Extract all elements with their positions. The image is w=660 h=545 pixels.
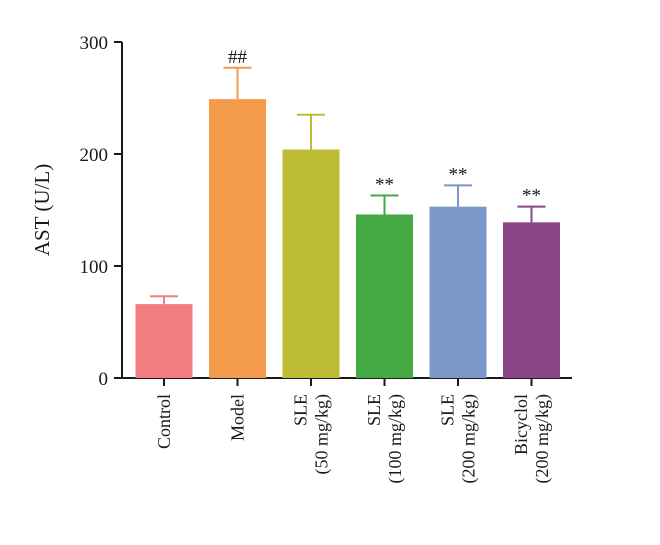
labels: Control##Model SLE (50 mg/kg)**SLE (100 mg/… <box>154 47 553 484</box>
category-label-4: (200 mg/kg) <box>459 394 480 484</box>
category-label-5: (200 mg/kg) <box>532 394 553 484</box>
category-label-0: Control <box>154 394 174 449</box>
error-bars <box>150 66 546 305</box>
y-tick-label: 300 <box>80 33 109 54</box>
category-label-3: SLE <box>364 394 384 426</box>
category-label-2: (50 mg/kg) <box>312 394 333 475</box>
bar-0 <box>135 304 193 378</box>
significance-label-4: ** <box>449 164 468 185</box>
significance-label-3: ** <box>375 174 394 195</box>
y-tick-label: 200 <box>80 145 109 166</box>
y-tick-label: 0 <box>99 369 109 390</box>
category-label-3: (100 mg/kg) <box>385 394 406 484</box>
category-label-4: SLE <box>438 394 458 426</box>
axes: 0 100 200 300 AST (U/L) <box>30 33 572 390</box>
category-label-2: SLE <box>291 394 311 426</box>
bar-3 <box>356 214 413 378</box>
y-axis-label: AST (U/L) <box>30 164 54 256</box>
significance-label-1: ## <box>228 47 248 68</box>
category-label-1: Model <box>228 394 248 441</box>
bars <box>135 99 560 379</box>
bar-2 <box>282 149 340 378</box>
bar-1 <box>209 99 266 379</box>
bar-4 <box>429 206 487 378</box>
category-label-5: Bicyclol <box>511 394 531 455</box>
bar-5 <box>503 222 560 378</box>
y-tick-label: 100 <box>80 257 109 278</box>
significance-label-5: ** <box>522 186 541 207</box>
